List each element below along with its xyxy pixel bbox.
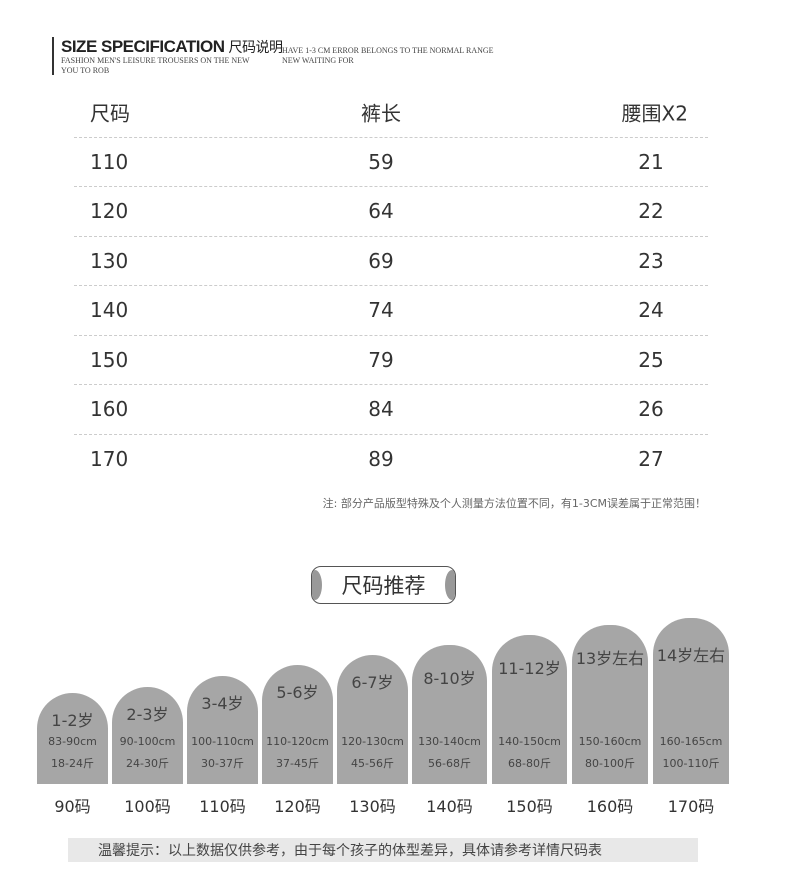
size-label: 160码 [586, 797, 634, 816]
size-spec-header: SIZE SPECIFICATION 尺码说明 FASHION MEN'S LEI… [52, 37, 494, 75]
size-label: 110码 [199, 797, 246, 816]
table-row: 120 64 22 [74, 187, 708, 237]
height-range: 83-90cm [48, 735, 97, 748]
weight-range: 100-110斤 [662, 757, 720, 770]
cell-text: 74 [368, 298, 394, 323]
weight-range: 37-45斤 [276, 757, 319, 770]
cell-text: 89 [368, 447, 394, 472]
age-range: 8-10岁 [423, 669, 476, 688]
size-card: 11-12岁 140-150cm 68-80斤 [492, 635, 567, 784]
size-label: 100码 [124, 797, 171, 816]
size-label: 130码 [349, 797, 396, 816]
height-range: 110-120cm [266, 735, 329, 748]
weight-range: 45-56斤 [351, 757, 394, 770]
weight-range: 56-68斤 [428, 757, 471, 770]
recommend-title-text: 尺码推荐 [341, 574, 426, 598]
size-label: 150码 [506, 797, 553, 816]
size-card: 3-4岁 100-110cm 30-37斤 [187, 676, 258, 784]
measurement-note: 注: 部分产品版型特殊及个人测量方法位置不同，有1-3CM误差属于正常范围！ [322, 497, 706, 510]
header-sub: NEW WAITING FOR [282, 56, 354, 65]
col-header-waist: 腰围X2 [621, 101, 688, 126]
header-sub: HAVE 1-3 CM ERROR BELONGS TO THE NORMAL … [282, 46, 494, 55]
cell-text: 22 [638, 199, 664, 224]
age-range: 14岁左右 [656, 646, 726, 665]
cell-size: 120 [90, 199, 129, 224]
cell-text: 64 [368, 199, 394, 224]
cell-text: 26 [638, 397, 664, 422]
weight-range: 24-30斤 [126, 757, 169, 770]
header-text: 裤长 [361, 101, 401, 126]
cell-text: 59 [368, 149, 394, 174]
weight-range: 18-24斤 [51, 757, 94, 770]
col-header-size: 尺码 [90, 101, 130, 126]
header-sub: FASHION MEN'S LEISURE TROUSERS ON THE NE… [61, 56, 250, 65]
size-card: 6-7岁 120-130cm 45-56斤 [337, 655, 408, 784]
size-card: 14岁左右 160-165cm 100-110斤 [653, 618, 729, 784]
height-range: 150-160cm [578, 735, 642, 748]
title-cn: 尺码说明 [228, 39, 284, 55]
cell-text: 27 [638, 447, 664, 472]
cell-text: 21 [638, 149, 664, 174]
cell-size: 170 [90, 447, 129, 472]
height-range: 90-100cm [119, 735, 176, 748]
size-label: 140码 [426, 797, 473, 816]
size-card: 13岁左右 150-160cm 80-100斤 [572, 625, 648, 784]
height-range: 100-110cm [191, 735, 254, 748]
cell-text: 84 [368, 397, 394, 422]
age-range: 2-3岁 [126, 705, 169, 724]
cell-text: 69 [368, 248, 394, 273]
title-en: SIZE SPECIFICATION [61, 37, 225, 56]
weight-range: 80-100斤 [585, 757, 635, 770]
table-row: 140 74 24 [74, 286, 708, 336]
table-row: 160 84 26 [74, 385, 708, 435]
height-range: 120-130cm [341, 735, 404, 748]
age-range: 3-4岁 [201, 694, 244, 713]
weight-range: 30-37斤 [201, 757, 244, 770]
table-header: 尺码 裤长 腰围X2 [74, 88, 708, 138]
table-row: 130 69 23 [74, 237, 708, 286]
size-label: 170码 [667, 797, 715, 816]
cell-text: 79 [368, 347, 394, 372]
height-range: 160-165cm [659, 735, 723, 748]
size-label: 120码 [274, 797, 321, 816]
decor-cap [445, 570, 455, 600]
age-range: 5-6岁 [276, 683, 319, 702]
table-row: 150 79 25 [74, 336, 708, 385]
header-title: SIZE SPECIFICATION 尺码说明 [61, 37, 283, 57]
cell-text: 25 [638, 347, 664, 372]
height-range: 140-150cm [498, 735, 561, 748]
table-row: 110 59 21 [74, 138, 708, 187]
size-card: 5-6岁 110-120cm 37-45斤 [262, 665, 333, 784]
age-range: 1-2岁 [51, 711, 94, 730]
header-sub: YOU TO ROB [61, 66, 110, 75]
size-card: 2-3岁 90-100cm 24-30斤 [112, 687, 183, 784]
size-recommend-title: 尺码推荐 [311, 566, 456, 604]
size-card: 8-10岁 130-140cm 56-68斤 [412, 645, 487, 784]
size-table: 尺码 裤长 腰围X2 110 59 21 120 64 22 130 69 23 14… [74, 88, 708, 484]
cell-text: 24 [638, 298, 664, 323]
footer-tip: 温馨提示：以上数据仅供参考，由于每个孩子的体型差异，具体请参考详情尺码表 [68, 838, 698, 862]
size-card: 1-2岁 83-90cm 18-24斤 [37, 693, 108, 784]
decor-cap [312, 570, 322, 600]
height-range: 130-140cm [418, 735, 481, 748]
age-range: 13岁左右 [575, 649, 645, 668]
cell-size: 130 [90, 248, 129, 273]
size-label: 90码 [54, 797, 91, 816]
cell-size: 150 [90, 347, 129, 372]
table-row: 170 89 27 [74, 435, 708, 485]
weight-range: 68-80斤 [508, 757, 551, 770]
cell-text: 23 [638, 248, 664, 273]
age-range: 6-7岁 [351, 673, 394, 692]
cell-size: 160 [90, 397, 129, 422]
cell-size: 110 [90, 149, 129, 174]
age-range: 11-12岁 [498, 659, 561, 678]
cell-size: 140 [90, 298, 129, 323]
